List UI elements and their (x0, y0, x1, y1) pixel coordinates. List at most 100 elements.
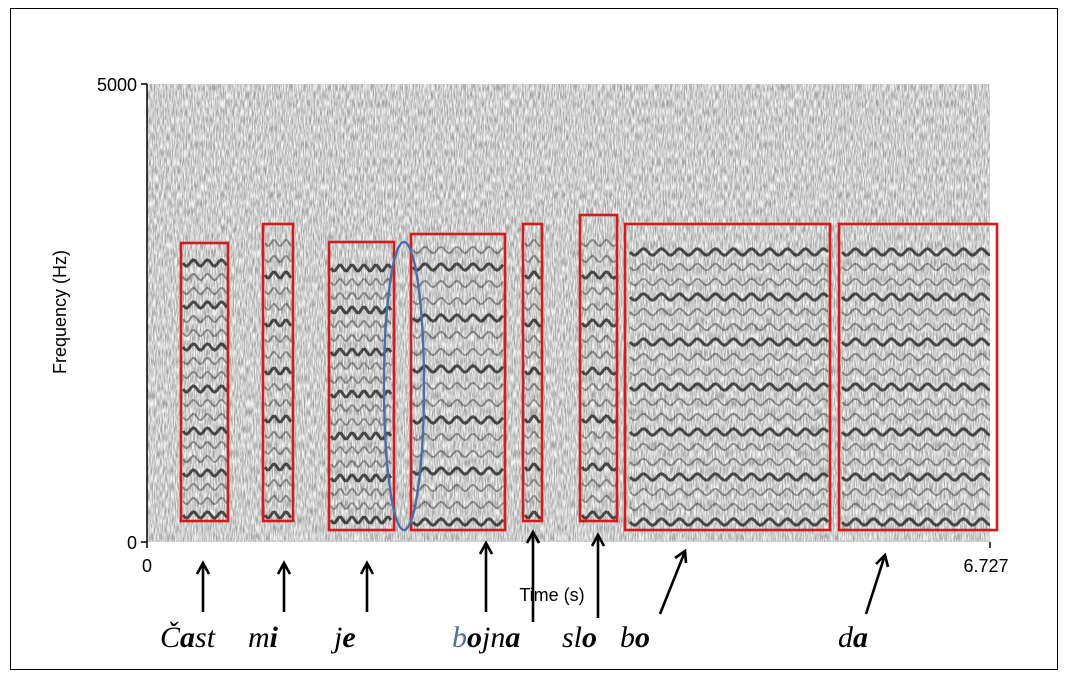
harmonic-band-6-11 (629, 352, 829, 362)
y-max-label: 5000 (97, 75, 137, 95)
harmonic-band-6-10 (629, 367, 829, 377)
word-arrows (195, 529, 890, 622)
harmonic-band-6-16 (629, 277, 829, 287)
harmonic-band-5-12 (580, 318, 617, 328)
harmonic-band-3-0 (411, 517, 505, 527)
harmonic-band-6-2 (629, 487, 829, 497)
harmonic-band-5-14 (581, 286, 617, 296)
harmonic-band-1-8 (264, 383, 292, 391)
harmonic-band-1-6 (263, 414, 293, 424)
harmonic-band-3-10 (412, 347, 504, 357)
harmonic-band-4-15 (523, 270, 541, 280)
harmonic-band-0-6 (181, 426, 229, 436)
harmonic-band-2-14 (330, 320, 392, 328)
harmonic-band-5-5 (581, 430, 617, 440)
harmonic-band-5-4 (581, 446, 617, 456)
harmonic-band-3-3 (411, 466, 505, 476)
harmonic-band-2-16 (330, 292, 392, 300)
harmonic-band-6-15 (628, 292, 830, 302)
harmonic-band-7-16 (841, 277, 990, 287)
harmonic-band-6-8 (629, 397, 829, 407)
harmonic-band-0-13 (182, 328, 228, 338)
harmonic-band-3-5 (412, 432, 504, 442)
word-slo: slo (562, 621, 597, 654)
harmonic-band-2-0 (329, 515, 393, 525)
word-slo-part-0: sl (562, 621, 582, 654)
harmonic-band-1-14 (264, 287, 292, 295)
harmonic-band-7-17 (841, 262, 990, 272)
harmonic-band-0-12 (181, 342, 229, 352)
harmonic-band-2-11 (330, 362, 392, 370)
harmonic-band-5-9 (580, 366, 617, 376)
harmonic-band-1-12 (263, 318, 293, 328)
harmonic-band-0-4 (182, 454, 228, 464)
harmonic-band-0-15 (181, 300, 229, 310)
harmonic-band-1-5 (264, 431, 292, 439)
harmonic-band-4-13 (524, 303, 541, 311)
harmonic-band-5-1 (581, 494, 617, 504)
harmonic-band-7-2 (841, 487, 990, 497)
harmonic-band-2-12 (329, 347, 393, 357)
harmonic-band-4-8 (524, 383, 541, 391)
word-bojna-part-0: b (452, 621, 467, 654)
harmonic-band-6-1 (629, 502, 829, 512)
harmonic-band-4-11 (524, 335, 541, 343)
harmonic-band-7-11 (841, 352, 990, 362)
word-mi: mi (248, 621, 279, 654)
harmonic-band-4-5 (524, 431, 541, 439)
consonant-ellipse (382, 240, 426, 532)
harmonic-band-6-18 (628, 247, 830, 257)
harmonic-band-0-8 (182, 398, 228, 408)
x-max-label: 6.727 (963, 556, 1008, 576)
harmonic-band-7-3 (840, 472, 990, 482)
harmonic-band-5-6 (580, 414, 617, 424)
harmonic-band-4-16 (524, 255, 541, 263)
word-bo: bo (620, 621, 650, 654)
harmonic-band-1-10 (264, 351, 292, 359)
harmonic-band-0-7 (182, 412, 228, 422)
harmonic-band-2-10 (330, 376, 392, 384)
harmonic-band-0-10 (182, 370, 228, 380)
harmonic-band-7-14 (841, 307, 990, 317)
harmonic-band-0-3 (181, 468, 229, 478)
harmonic-band-0-16 (182, 286, 228, 296)
harmonic-band-0-11 (182, 356, 228, 366)
harmonic-band-5-11 (581, 334, 617, 344)
y-min-label: 0 (127, 533, 137, 553)
harmonic-band-2-13 (330, 334, 392, 342)
vowel-box-bo2 (623, 222, 832, 532)
word-da-part-0: d (838, 621, 854, 654)
word-cast-part-1: a (180, 621, 195, 654)
vowel-box-da (837, 222, 999, 532)
word-bojna-part-1: o (467, 621, 482, 654)
spectrogram-noise (147, 84, 990, 542)
harmonic-band-0-0 (181, 510, 229, 520)
arrow-da (864, 557, 886, 615)
harmonic-band-1-15 (263, 270, 293, 280)
word-cast-part-2: st (195, 621, 216, 654)
harmonic-band-4-6 (523, 414, 541, 424)
vowel-boxes (179, 213, 999, 532)
harmonic-band-4-2 (524, 479, 541, 487)
harmonic-band-6-7 (629, 412, 829, 422)
word-je: je (330, 621, 356, 654)
harmonic-band-2-2 (330, 488, 392, 496)
harmonic-band-4-17 (524, 239, 541, 247)
harmonic-band-5-15 (580, 270, 617, 280)
harmonic-band-0-9 (181, 384, 229, 394)
word-bojna-part-3: a (505, 621, 520, 654)
harmonic-band-4-9 (523, 366, 541, 376)
harmonic-band-3-11 (412, 330, 504, 340)
y-axis-title: Frequency (Hz) (50, 250, 70, 374)
harmonic-band-2-4 (330, 460, 392, 468)
harmonic-band-5-8 (581, 382, 617, 392)
harmonic-band-1-16 (264, 255, 292, 263)
harmonic-band-5-2 (581, 478, 617, 488)
harmonic-band-6-13 (629, 322, 829, 332)
vowel-box-mi (261, 222, 295, 523)
harmonic-band-5-13 (581, 302, 617, 312)
harmonic-band-0-18 (181, 258, 229, 268)
harmonic-band-4-1 (524, 495, 541, 503)
harmonic-band-7-12 (840, 337, 990, 347)
word-cast-part-0: Č (160, 621, 181, 654)
